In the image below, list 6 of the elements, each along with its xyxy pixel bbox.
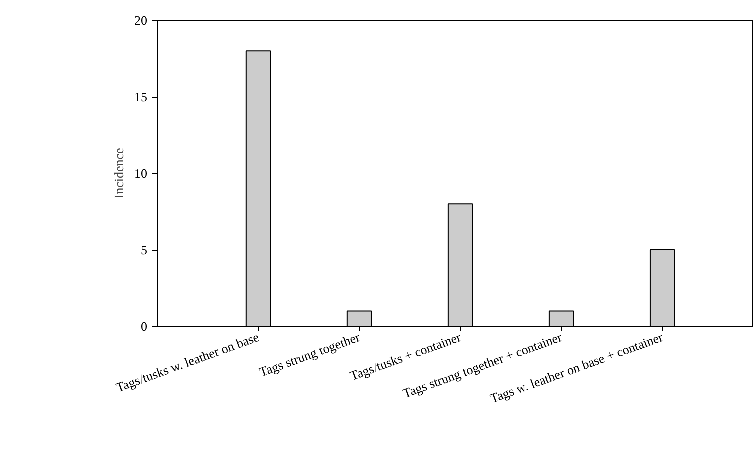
y-tick-label: 0 xyxy=(141,319,148,334)
y-tick-label: 10 xyxy=(134,166,148,181)
y-tick-label: 20 xyxy=(134,13,148,28)
y-axis-title: Incidence xyxy=(112,148,126,199)
y-tick-label: 15 xyxy=(134,90,148,104)
y-tick-label: 5 xyxy=(141,242,148,258)
